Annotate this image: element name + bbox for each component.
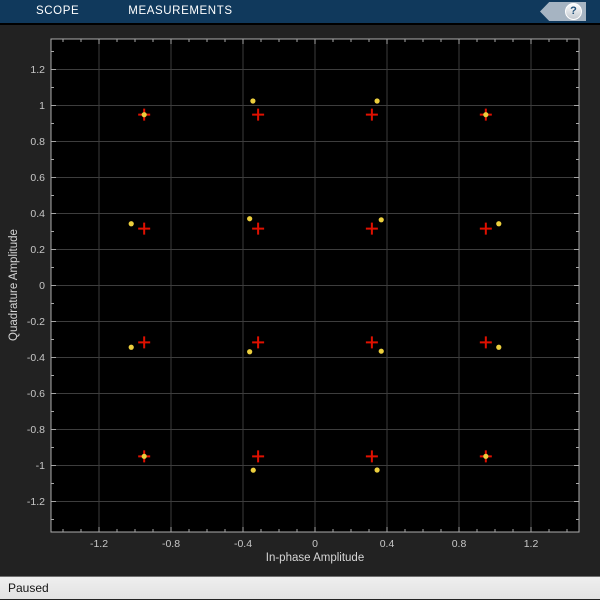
svg-text:-1.2: -1.2 xyxy=(90,538,108,550)
status-bar: Paused xyxy=(0,576,600,599)
received-point xyxy=(378,217,384,223)
x-axis-label: In-phase Amplitude xyxy=(265,552,365,564)
received-point xyxy=(496,221,502,227)
constellation-plot: -1.2 -0.8 -0.4 0 0.4 0.8 1.2 -1.2 -1 -0.8 -0.6 -0.4… xyxy=(27,38,580,550)
reference-point xyxy=(479,222,492,235)
received-point xyxy=(247,216,253,222)
svg-text:-0.4: -0.4 xyxy=(27,352,45,364)
received-point xyxy=(374,467,380,473)
svg-text:0.8: 0.8 xyxy=(30,136,45,148)
tick-labels: -1.2 -0.8 -0.4 0 0.4 0.8 1.2 -1.2 -1 -0.8 -0.6 -0.4… xyxy=(27,64,539,550)
svg-text:0.4: 0.4 xyxy=(30,208,45,220)
received-point xyxy=(128,221,134,227)
received-point xyxy=(141,112,147,118)
reference-point xyxy=(365,222,378,235)
reference-point xyxy=(252,450,265,463)
svg-text:0.2: 0.2 xyxy=(30,244,45,256)
reference-point xyxy=(138,336,151,349)
reference-point xyxy=(252,222,265,235)
status-text: Paused xyxy=(8,581,49,595)
y-axis-label: Quadrature Amplitude xyxy=(8,229,20,341)
svg-text:0: 0 xyxy=(39,280,45,292)
reference-point xyxy=(252,108,265,121)
tab-scope[interactable]: SCOPE xyxy=(36,5,80,17)
axes-border xyxy=(50,38,580,533)
grid-lines xyxy=(51,39,579,532)
received-point xyxy=(378,348,384,354)
svg-text:-1.2: -1.2 xyxy=(27,496,45,508)
svg-text:-0.6: -0.6 xyxy=(27,388,45,400)
svg-text:-0.2: -0.2 xyxy=(27,316,45,328)
svg-text:-0.4: -0.4 xyxy=(234,538,252,550)
svg-text:1: 1 xyxy=(39,100,45,112)
svg-text:1.2: 1.2 xyxy=(30,64,45,76)
figure-area: -1.2 -0.8 -0.4 0 0.4 0.8 1.2 -1.2 -1 -0.8 -0.6 -0.4… xyxy=(0,25,600,576)
toolstrip: SCOPE MEASUREMENTS ? xyxy=(0,0,600,25)
reference-point xyxy=(252,336,265,349)
help-question-icon: ? xyxy=(565,3,582,20)
received-point xyxy=(250,467,256,473)
received-point xyxy=(247,349,253,355)
svg-text:-0.8: -0.8 xyxy=(27,424,45,436)
svg-text:0: 0 xyxy=(312,538,318,550)
reference-point xyxy=(365,108,378,121)
received-point xyxy=(141,453,147,459)
received-point xyxy=(250,98,256,104)
received-point xyxy=(483,453,489,459)
svg-text:0.8: 0.8 xyxy=(452,538,467,550)
received-point xyxy=(128,344,134,350)
svg-text:1.2: 1.2 xyxy=(524,538,539,550)
reference-point xyxy=(365,450,378,463)
reference-point xyxy=(479,336,492,349)
received-point xyxy=(374,98,380,104)
received-points xyxy=(128,98,502,473)
received-point xyxy=(496,344,502,350)
tab-measurements[interactable]: MEASUREMENTS xyxy=(128,5,233,17)
svg-text:-1: -1 xyxy=(36,460,45,472)
received-point xyxy=(483,112,489,118)
svg-text:-0.8: -0.8 xyxy=(162,538,180,550)
svg-text:0.6: 0.6 xyxy=(30,172,45,184)
svg-text:0.4: 0.4 xyxy=(380,538,395,550)
help-button[interactable]: ? xyxy=(540,2,586,21)
reference-point xyxy=(365,336,378,349)
reference-point xyxy=(138,222,151,235)
